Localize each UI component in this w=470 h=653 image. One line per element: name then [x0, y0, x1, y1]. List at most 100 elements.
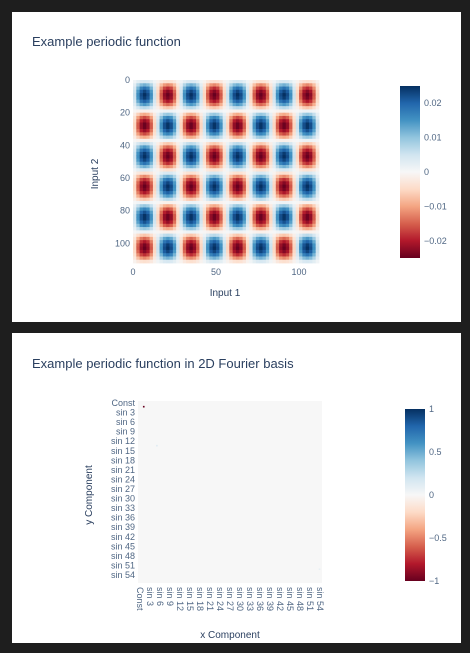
heatmap-cell [239, 243, 244, 248]
heatmap-cell [142, 233, 147, 238]
heatmap-cell [196, 155, 200, 159]
heatmap-cell [245, 96, 250, 101]
heatmap-cell [292, 200, 297, 205]
heatmap-cell [166, 220, 170, 225]
heatmap-cell [259, 96, 263, 101]
heatmap-cell [242, 200, 247, 205]
heatmap-cell [242, 174, 247, 179]
heatmap-cell [159, 109, 164, 114]
heatmap-cell [285, 236, 290, 241]
heatmap-cell [182, 80, 187, 84]
heatmap-cell [209, 138, 214, 143]
heatmap-cell [282, 233, 287, 238]
heatmap-cell [272, 184, 277, 189]
heatmap-cell [176, 191, 180, 195]
heatmap-cell [139, 161, 144, 166]
heatmap-cell [259, 246, 263, 251]
heatmap-cell [189, 204, 194, 208]
heatmap-cell [255, 207, 260, 212]
heatmap-cell [206, 93, 210, 97]
heatmap-cell [152, 236, 157, 241]
heatmap-cell [235, 207, 240, 212]
heatmap-cell [146, 142, 151, 146]
heatmap-cell [302, 99, 307, 104]
heatmap-cell [169, 83, 174, 87]
heatmap-cell [136, 138, 141, 143]
heatmap-cell [295, 142, 300, 146]
heatmap-cell [162, 115, 167, 120]
heatmap-cell [269, 122, 273, 127]
heatmap-cell [199, 109, 204, 114]
heatmap-cell [182, 99, 187, 104]
y-axis-label: Input 2 [90, 158, 101, 189]
heatmap-cell [179, 138, 184, 143]
heatmap-cell [292, 197, 297, 202]
heatmap-cell [182, 115, 187, 120]
heatmap-cell [166, 122, 170, 127]
heatmap-cell [216, 220, 220, 225]
heatmap-cell [222, 181, 227, 185]
heatmap-cell [255, 259, 260, 264]
heatmap-cell [133, 240, 137, 244]
heatmap-cell [212, 148, 217, 153]
heatmap-cell [142, 93, 147, 97]
heatmap-cell [152, 125, 157, 130]
heatmap-cell [166, 129, 170, 133]
heatmap-cell [275, 194, 280, 199]
heatmap-cell [299, 236, 303, 241]
heatmap-cell [196, 119, 200, 123]
heatmap-cell [295, 119, 300, 123]
heatmap-cell [212, 174, 217, 179]
heatmap-cell [192, 80, 197, 84]
heatmap-cell [239, 119, 244, 123]
heatmap-cell [302, 259, 307, 264]
heatmap-cell [182, 184, 187, 189]
heatmap-cell [272, 83, 277, 87]
heatmap-cell [245, 138, 250, 143]
heatmap-cell [139, 125, 144, 130]
heatmap-cell [176, 145, 180, 150]
heatmap-cell [292, 178, 297, 182]
heatmap-cell [239, 187, 244, 192]
y-tick-label: sin 42 [111, 532, 135, 542]
heatmap-cell [142, 99, 147, 104]
heatmap-cell [299, 83, 303, 87]
heatmap-cell [295, 236, 300, 241]
heatmap-cell [226, 230, 230, 234]
heatmap-cell [275, 161, 280, 166]
heatmap-cell [255, 187, 260, 192]
heatmap-cell [226, 155, 230, 159]
heatmap-cell [139, 259, 144, 264]
heatmap-cell [302, 236, 307, 241]
heatmap-cell [216, 109, 220, 114]
heatmap-cell [252, 132, 257, 136]
heatmap-cell [152, 174, 157, 179]
heatmap-cell [159, 138, 164, 143]
heatmap-cell [269, 142, 273, 146]
heatmap-cell [159, 227, 164, 231]
heatmap-cell [152, 148, 157, 153]
heatmap-cell [212, 161, 217, 166]
heatmap-cell [209, 191, 214, 195]
y-tick-label: sin 54 [111, 570, 135, 580]
heatmap-cell [309, 223, 313, 228]
heatmap-cell [169, 213, 174, 218]
heatmap-cell [242, 148, 247, 153]
heatmap-cell [285, 80, 290, 84]
heatmap-cell [275, 223, 280, 228]
heatmap-cell [272, 243, 277, 248]
heatmap-cell [295, 96, 300, 101]
heatmap-cell [279, 187, 283, 192]
heatmap-cell [179, 227, 184, 231]
heatmap-cell [182, 187, 187, 192]
heatmap-cell [209, 93, 214, 97]
heatmap-cell [149, 174, 154, 179]
y-tick-label: sin 36 [111, 513, 135, 523]
heatmap-cell [216, 184, 220, 189]
heatmap-cell [149, 86, 154, 91]
heatmap-cell [305, 200, 310, 205]
heatmap-cell [226, 106, 230, 110]
heatmap-cell [219, 83, 224, 87]
heatmap-cell [199, 168, 204, 172]
heatmap-cell [202, 187, 207, 192]
